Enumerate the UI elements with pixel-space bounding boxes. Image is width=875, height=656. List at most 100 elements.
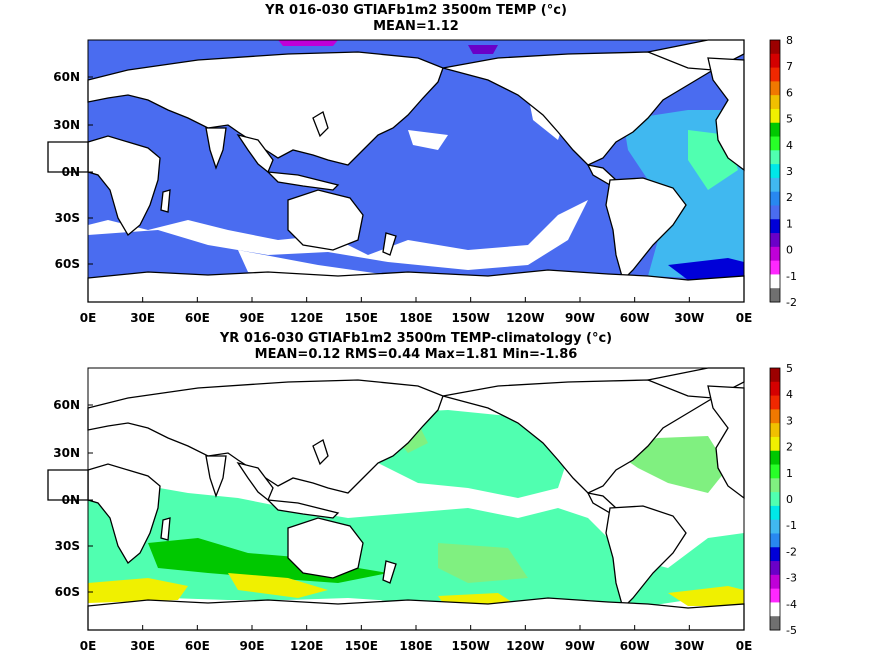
colorbar-swatch-1-6 (770, 450, 780, 466)
lon-label-1-10: 60W (620, 639, 650, 653)
colorbar-label-1-10: -5 (786, 624, 797, 637)
lon-label-1-0: 0E (80, 639, 97, 653)
colorbar-label-1-3: 2 (786, 441, 793, 454)
colorbar-label-1-5: 0 (786, 493, 793, 506)
colorbar-swatch-1-3 (770, 409, 780, 424)
lon-label-1-2: 60E (185, 639, 210, 653)
lon-label-0-9: 90W (565, 311, 595, 325)
colorbar-swatch-0-2 (770, 67, 780, 82)
lon-label-0-2: 60E (185, 311, 210, 325)
top-title-line1: YR 016-030 GTIAFb1m2 3500m TEMP (°c) (265, 3, 567, 18)
colorbar-swatch-0-1 (770, 53, 780, 69)
bottom-map (47, 367, 745, 631)
colorbars: 8 7 6 5 4 3 2 1 0 -1 -2 5 4 3 2 1 0 -1 -2 -3 -4 -5 (769, 34, 797, 637)
colorbar-swatch-1-10 (770, 505, 780, 521)
lon-label-0-7: 150W (452, 311, 490, 325)
colorbar-label-0-8: 0 (786, 244, 793, 257)
lon-label-0-5: 150E (345, 311, 378, 325)
lon-label-1-8: 120W (506, 639, 544, 653)
bottom-title-line2: MEAN=0.12 RMS=0.44 Max=1.81 Min=-1.86 (254, 347, 578, 362)
lat-label-0-2: 0N (62, 165, 80, 179)
colorbar-label-0-2: 6 (786, 86, 793, 99)
colorbar-swatch-0-3 (770, 81, 780, 96)
colorbar-swatch-1-13 (770, 547, 780, 562)
colorbar-label-1-9: -4 (786, 598, 797, 611)
lat-label-1-2: 0N (62, 493, 80, 507)
top-weddell-field (668, 258, 744, 280)
lat-label-1-0: 60N (53, 398, 80, 412)
lon-label-0-11: 30W (674, 311, 704, 325)
colorbar-swatch-0-11 (770, 191, 780, 206)
colorbar-swatch-0-4 (770, 95, 780, 110)
colorbar-swatch-0-17 (770, 274, 780, 289)
top-map (47, 39, 745, 303)
bottom-warm-patch-west (88, 578, 188, 603)
colorbar-swatch-0-14 (770, 233, 780, 248)
colorbar-label-1-8: -3 (786, 572, 797, 585)
colorbar-swatch-1-18 (770, 616, 780, 631)
lat-label-0-4: 60S (55, 257, 80, 271)
lon-label-0-0: 0E (80, 311, 97, 325)
lon-label-1-12: 0E (736, 639, 753, 653)
colorbar-label-0-9: -1 (786, 270, 797, 283)
colorbar-swatch-0-5 (770, 108, 780, 124)
colorbar-swatch-1-0 (770, 368, 780, 383)
top-title-line2: MEAN=1.12 (373, 19, 459, 34)
colorbar-swatch-0-0 (770, 40, 780, 55)
colorbar-swatch-0-7 (770, 136, 780, 151)
colorbar-swatch-1-4 (770, 423, 780, 438)
lon-label-1-11: 30W (674, 639, 704, 653)
colorbar-swatch-1-5 (770, 436, 780, 452)
lon-label-1-9: 90W (565, 639, 595, 653)
colorbar-swatch-1-8 (770, 478, 780, 493)
lat-label-1-4: 60S (55, 585, 80, 599)
top-southern-gap (88, 200, 588, 270)
lon-label-1-1: 30E (130, 639, 155, 653)
colorbar-label-1-6: -1 (786, 519, 797, 532)
colorbar-label-0-3: 5 (786, 113, 793, 126)
colorbar-swatch-0-6 (770, 122, 780, 138)
lat-label-1-3: 30S (55, 539, 80, 553)
colorbar-label-1-0: 5 (786, 362, 793, 375)
colorbar-label-0-1: 7 (786, 60, 793, 73)
colorbar-swatch-0-12 (770, 205, 780, 220)
lat-label-1-1: 30N (53, 446, 80, 460)
lon-label-0-6: 180E (399, 311, 432, 325)
lon-label-1-6: 180E (399, 639, 432, 653)
colorbar-frame-0 (769, 39, 781, 303)
colorbar-swatch-0-16 (770, 260, 780, 275)
colorbar-label-0-7: 1 (786, 217, 793, 230)
colorbar-label-0-0: 8 (786, 34, 793, 47)
top-arctic-field (278, 40, 338, 46)
colorbar-swatch-0-15 (770, 246, 780, 262)
bottom-title-line1: YR 016-030 GTIAFb1m2 3500m TEMP-climatol… (219, 331, 613, 346)
lat-label-0-3: 30S (55, 211, 80, 225)
bottom-warm-patch-east (668, 586, 744, 606)
colorbar-label-0-5: 3 (786, 165, 793, 178)
colorbar-swatch-1-15 (770, 574, 780, 590)
colorbar-swatch-0-18 (770, 288, 780, 303)
colorbar-label-1-2: 3 (786, 414, 793, 427)
colorbar-label-1-4: 1 (786, 467, 793, 480)
colorbar-swatch-0-9 (770, 164, 780, 179)
lon-label-1-5: 150E (345, 639, 378, 653)
colorbar-swatch-0-8 (770, 150, 780, 165)
colorbar-swatch-1-14 (770, 561, 780, 576)
lon-label-0-12: 0E (736, 311, 753, 325)
lat-label-0-1: 30N (53, 118, 80, 132)
lon-label-0-1: 30E (130, 311, 155, 325)
lon-label-0-8: 120W (506, 311, 544, 325)
colorbar-swatch-1-7 (770, 464, 780, 479)
colorbar-label-0-10: -2 (786, 296, 797, 309)
colorbar-swatch-1-16 (770, 588, 780, 603)
colorbar-swatch-1-1 (770, 381, 780, 397)
axis-labels: 60N 30N 0N 30S 60S 0E 30E 60E 90E 120E 150E 180E 150… (53, 70, 752, 653)
colorbar-swatch-1-2 (770, 395, 780, 410)
lon-label-0-10: 60W (620, 311, 650, 325)
colorbar-frame-1 (769, 367, 781, 631)
lon-label-1-4: 120E (290, 639, 323, 653)
lat-label-0-0: 60N (53, 70, 80, 84)
colorbar-label-1-7: -2 (786, 545, 797, 558)
colorbar-swatch-1-11 (770, 519, 780, 534)
